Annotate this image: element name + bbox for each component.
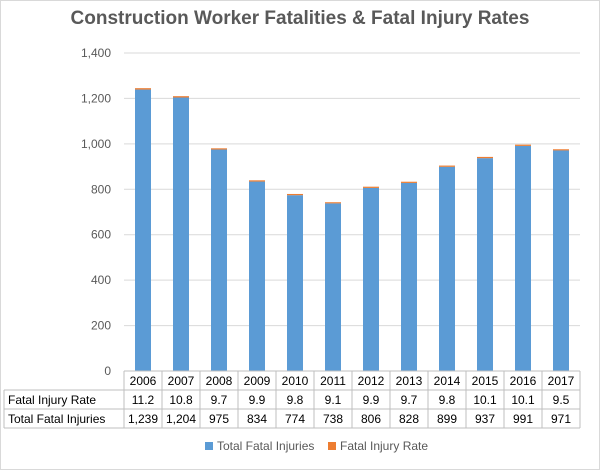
bar-fatal-injury-rate [477, 156, 493, 159]
legend-label: Total Fatal Injuries [217, 439, 314, 453]
bar-fatal-injury-rate [287, 193, 303, 196]
table-cell: 1,204 [166, 412, 196, 426]
table-cell: 9.1 [325, 393, 342, 407]
y-tick-label: 600 [91, 228, 111, 242]
bar-total-fatal-injuries [249, 181, 265, 371]
table-cell: 9.9 [363, 393, 380, 407]
bar-total-fatal-injuries [211, 149, 227, 371]
table-row-label: Fatal Injury Rate [8, 393, 96, 407]
table-cell: 971 [551, 412, 571, 426]
x-tick-label: 2013 [396, 374, 423, 388]
gridlines [124, 52, 580, 372]
legend-swatch [205, 442, 213, 450]
chart-title: Construction Worker Fatalities & Fatal I… [70, 8, 530, 29]
table-cell: 10.1 [473, 393, 497, 407]
y-tick-label: 1,000 [81, 137, 111, 151]
x-tick-label: 2011 [320, 374, 346, 388]
x-tick-label: 2016 [510, 374, 537, 388]
bar-total-fatal-injuries [401, 182, 417, 371]
bar-fatal-injury-rate [173, 96, 189, 98]
x-tick-label: 2009 [244, 374, 271, 388]
bar-total-fatal-injuries [553, 150, 569, 371]
bar-total-fatal-injuries [477, 158, 493, 371]
table-cell: 9.7 [401, 393, 418, 407]
table-cell: 10.8 [169, 393, 193, 407]
bar-total-fatal-injuries [325, 203, 341, 371]
table-row-label: Total Fatal Injuries [8, 412, 105, 426]
y-tick-label: 400 [91, 273, 111, 287]
bar-fatal-injury-rate [249, 180, 265, 182]
bar-total-fatal-injuries [135, 89, 151, 371]
bars [135, 88, 569, 372]
table-cell: 9.9 [249, 393, 266, 407]
x-tick-label: 2012 [358, 374, 385, 388]
table-cell: 991 [513, 412, 533, 426]
table-cell: 9.5 [553, 393, 570, 407]
bar-total-fatal-injuries [363, 187, 379, 371]
bar-fatal-injury-rate [515, 144, 531, 146]
bar-total-fatal-injuries [439, 166, 455, 371]
table-cell: 11.2 [132, 393, 155, 407]
legend-swatch [328, 442, 336, 450]
table-cell: 806 [361, 412, 381, 426]
bar-fatal-injury-rate [135, 88, 151, 90]
table-cell: 9.8 [287, 393, 304, 407]
legend: Total Fatal Injuries Fatal Injury Rate [205, 439, 428, 453]
table-cell: 975 [209, 412, 229, 426]
table-cell: 9.8 [439, 393, 456, 407]
y-tick-label: 800 [91, 182, 111, 196]
y-tick-label: 1,400 [81, 46, 111, 60]
y-tick-label: 200 [91, 319, 111, 333]
bar-fatal-injury-rate [553, 149, 569, 151]
bar-fatal-injury-rate [325, 202, 341, 204]
table-cell: 738 [323, 412, 343, 426]
x-tick-label: 2010 [282, 374, 309, 388]
data-table: 2006 2007 2008 2009 2010 2011 2012 2013 2014 2015… [3, 370, 581, 429]
bar-total-fatal-injuries [287, 195, 303, 371]
table-cell: 834 [247, 412, 267, 426]
bar-fatal-injury-rate [401, 181, 417, 183]
x-tick-label: 2007 [168, 374, 195, 388]
x-tick-label: 2008 [206, 374, 233, 388]
table-cell: 774 [285, 412, 305, 426]
table-cell: 828 [399, 412, 419, 426]
table-cell: 10.1 [511, 393, 535, 407]
bar-total-fatal-injuries [515, 145, 531, 371]
x-tick-label: 2017 [548, 374, 575, 388]
table-cell: 1,239 [128, 412, 158, 426]
table-cell: 9.7 [211, 393, 228, 407]
bar-fatal-injury-rate [211, 148, 227, 150]
x-tick-label: 2006 [130, 374, 157, 388]
legend-label: Fatal Injury Rate [340, 439, 428, 453]
bar-total-fatal-injuries [173, 97, 189, 372]
y-tick-label: 1,200 [81, 91, 111, 105]
table-cell: 899 [437, 412, 457, 426]
y-axis-ticks: 0 200 400 600 800 1,000 1,200 1,400 [81, 46, 111, 378]
x-tick-label: 2015 [472, 374, 499, 388]
bar-fatal-injury-rate [363, 186, 379, 188]
x-tick-label: 2014 [434, 374, 461, 388]
table-cell: 937 [475, 412, 495, 426]
bar-fatal-injury-rate [439, 165, 455, 167]
y-tick-label: 0 [104, 364, 111, 378]
